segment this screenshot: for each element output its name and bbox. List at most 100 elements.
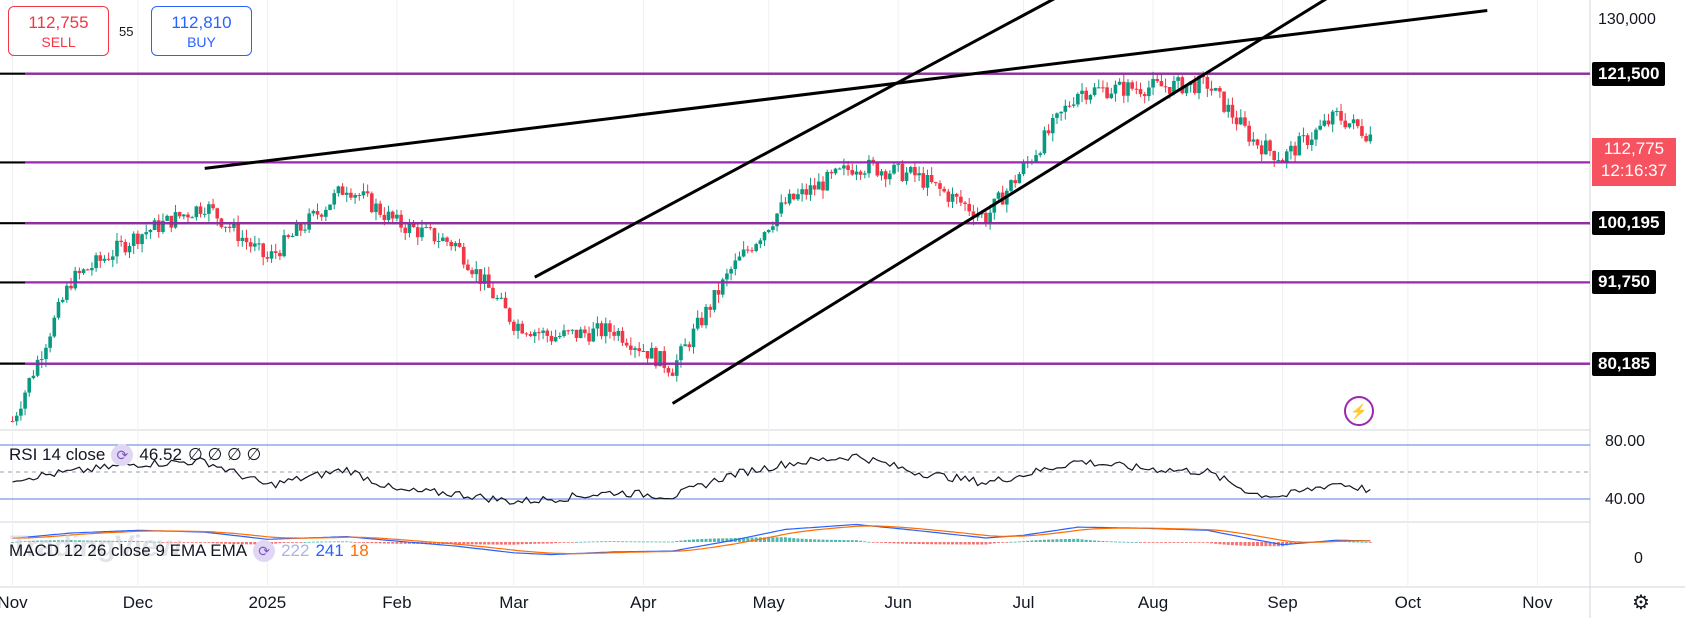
macd-axis-zero: 0 <box>1634 550 1643 567</box>
macd-histogram-bar <box>240 542 244 545</box>
candle-body <box>257 243 261 245</box>
level-price-tag: 100,195 <box>1592 211 1666 236</box>
settings-icon[interactable]: ⚙ <box>1632 592 1650 614</box>
candle-body <box>1322 120 1327 126</box>
macd-histogram-bar <box>562 542 566 543</box>
candle-body <box>825 171 829 191</box>
macd-histogram-bar <box>361 542 365 543</box>
flash-icon[interactable]: ⚡ <box>1344 396 1374 426</box>
candle-body <box>800 189 804 195</box>
candle-body <box>1243 117 1247 126</box>
rsi-line <box>12 453 1371 505</box>
macd-histogram-bar <box>495 542 499 545</box>
candle-body <box>896 163 901 165</box>
candle-body <box>140 234 144 245</box>
macd-histogram-bar <box>1260 542 1264 547</box>
macd-histogram-bar <box>1214 542 1218 544</box>
candle-body <box>1289 145 1293 152</box>
macd-histogram-bar <box>1030 540 1034 542</box>
candle-body <box>253 243 257 247</box>
macd-histogram-bar <box>854 540 858 542</box>
cycle-icon[interactable]: ⟳ <box>253 540 276 562</box>
macd-histogram-bar <box>40 540 44 542</box>
candle-body <box>315 210 320 215</box>
macd-histogram-bar <box>1139 542 1143 543</box>
candle-body <box>90 268 94 271</box>
macd-histogram-bar <box>483 542 487 545</box>
candle-body <box>1151 78 1155 88</box>
candle-body <box>457 242 462 247</box>
rsi-legend[interactable]: RSI 14 close ⟳ 46.52 ∅ ∅ ∅ ∅ <box>9 444 261 466</box>
candle-body <box>286 235 291 238</box>
candle-body <box>332 193 337 205</box>
macd-histogram-bar <box>821 539 825 542</box>
macd-histogram-bar <box>650 541 654 543</box>
candle-body <box>474 269 479 275</box>
macd-histogram-bar <box>102 540 106 542</box>
candle-body <box>499 297 504 299</box>
candle-body <box>382 214 387 221</box>
macd-histogram-bar <box>946 542 950 545</box>
macd-histogram-bar <box>988 542 992 544</box>
candle-body <box>1017 174 1022 184</box>
candle-body <box>290 235 295 238</box>
macd-histogram-bar <box>1168 542 1172 543</box>
macd-histogram-bar <box>453 542 457 544</box>
macd-histogram-bar <box>387 542 391 544</box>
candle-body <box>1314 129 1318 140</box>
cycle-icon[interactable]: ⟳ <box>111 444 134 466</box>
buy-button[interactable]: 112,810 BUY <box>151 6 252 56</box>
macd-histogram-bar <box>165 542 169 543</box>
candle-body <box>177 212 182 217</box>
macd-histogram-bar <box>1109 541 1113 543</box>
macd-histogram-bar <box>888 542 892 544</box>
candle-body <box>1222 91 1226 112</box>
macd-histogram-bar <box>178 542 182 543</box>
macd-histogram-bar <box>671 541 675 543</box>
sell-button[interactable]: 112,755 SELL <box>8 6 109 56</box>
macd-histogram-bar <box>491 542 495 545</box>
macd-histogram-bar <box>779 537 783 542</box>
macd-legend[interactable]: MACD 12 26 close 9 EMA EMA ⟳ 222 241 18 <box>9 540 369 562</box>
macd-histogram-bar <box>1134 541 1138 543</box>
candle-body <box>386 211 391 221</box>
candle-body <box>616 330 621 336</box>
time-axis-label: Oct <box>1394 593 1422 612</box>
candle-body <box>328 204 332 210</box>
macd-histogram-bar <box>115 540 119 542</box>
candle-body <box>319 214 324 217</box>
macd-histogram-bar <box>863 541 867 543</box>
candle-body <box>674 360 679 376</box>
candle-body <box>683 344 687 347</box>
candle-body <box>1155 78 1160 82</box>
candle-body <box>370 193 374 213</box>
macd-histogram-bar <box>77 540 81 542</box>
candle-body <box>1042 130 1047 154</box>
macd-histogram-bar <box>1193 542 1197 543</box>
candle-body <box>94 255 98 269</box>
candle-body <box>658 351 662 367</box>
candle-body <box>595 323 600 329</box>
macd-histogram-bar <box>771 537 775 542</box>
macd-histogram-bar <box>324 541 328 543</box>
macd-histogram-bar <box>98 540 102 542</box>
macd-histogram-bar <box>1352 541 1356 543</box>
candle-body <box>265 257 270 259</box>
candle-body <box>967 203 972 212</box>
macd-name: MACD 12 26 close 9 EMA EMA <box>9 541 248 560</box>
macd-histogram-bar <box>633 541 637 543</box>
macd-histogram-bar <box>1364 541 1368 543</box>
macd-histogram-bar <box>1113 541 1117 543</box>
candle-body <box>1297 136 1302 156</box>
candle-body <box>758 240 763 245</box>
macd-histogram-bar <box>721 538 725 542</box>
candle-body <box>984 212 988 224</box>
macd-histogram-bar <box>1051 539 1055 542</box>
candle-body <box>1197 75 1201 94</box>
macd-histogram-bar <box>332 541 336 543</box>
macd-histogram-bar <box>984 542 988 545</box>
macd-histogram-bar <box>545 542 549 544</box>
macd-histogram-bar <box>1055 539 1059 542</box>
